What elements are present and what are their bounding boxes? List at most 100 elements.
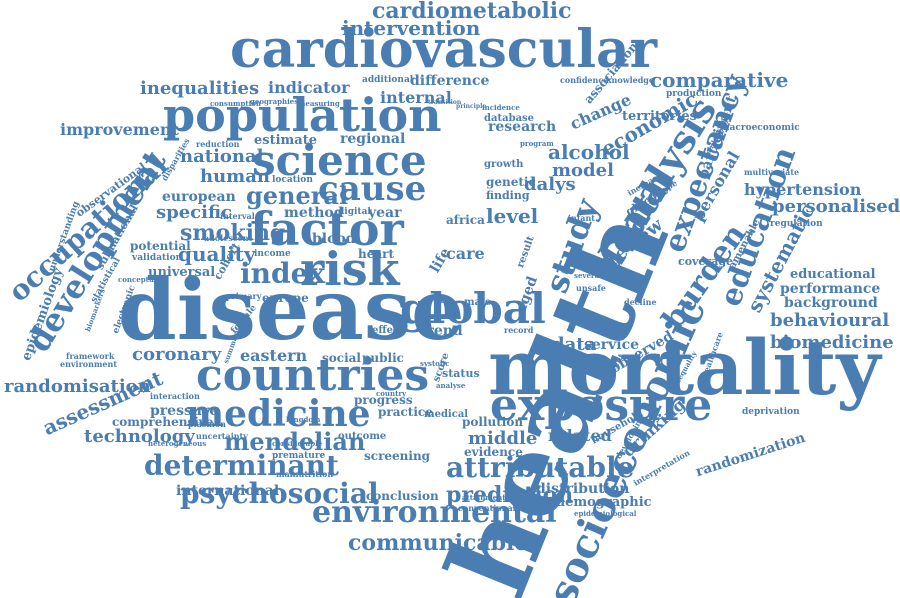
word-malnutrition: malnutrition [276,469,334,479]
word-model: model [552,160,614,181]
word-systolic: systolic [420,359,450,368]
word-country: country [376,389,407,398]
word-coronary: coronary [132,344,222,365]
word-indicator: indicator [268,78,350,97]
word-database: database [484,113,535,124]
word-potential: potential [130,239,191,253]
word-method: method [284,205,344,221]
word-background: background [784,295,878,311]
word-hypertension: hypertension [744,180,862,199]
word-universal: universal [148,265,216,280]
word-primary: primary [226,291,262,301]
word-record: record [504,325,534,335]
word-global: global [400,284,546,333]
word-decline: decline [624,297,657,307]
word-knowledge: knowledge [606,75,654,85]
word-production: production [666,89,722,99]
word-medical: medical [424,409,469,420]
word-macroeconomic: macroeconomic [720,123,800,133]
word-trend: trend [420,323,463,339]
word-africa: africa [446,213,485,227]
word-territories: territories [622,109,697,124]
word-smoking: smoking [180,220,286,246]
word-year: year [368,205,402,221]
word-general: general [246,181,349,210]
word-estimate: estimate [254,133,317,148]
word-pressure: pressure [150,403,219,419]
word-finding: finding [486,189,530,202]
word-infant: infant [568,213,595,223]
word-service: service [584,337,640,353]
word-care: care [446,244,485,263]
word-mortality: mortality [488,323,881,412]
word-european: european [162,189,236,205]
word-rate: rate [428,295,451,306]
word-determinant: determinant [144,449,339,482]
word-international: international [176,483,280,499]
word-regional: regional [340,131,406,147]
word-europe: europe [262,291,309,305]
word-interaction: interaction [150,391,200,401]
word-middle: middle [468,428,538,449]
word-quality: quality [178,242,256,266]
word-randomization: randomization [693,429,808,481]
word-principle: principle [456,103,487,110]
word-male: male [464,297,492,308]
word-intervention: intervention [342,16,481,40]
word-disease: disease [118,260,465,359]
word-comprehensive: comprehensive [112,415,214,429]
word-reduction: reduction [196,139,240,149]
word-adolescent: adolescent [204,233,253,243]
word-distribution: distribution [536,481,630,497]
word-transition: transition [428,99,462,106]
word-national: national [180,146,264,167]
word-data: data [552,334,597,355]
word-coverage: coverage [678,255,734,268]
word-pollution: pollution [462,415,524,429]
word-difference: difference [410,73,490,89]
word-analyse: analyse [436,381,466,390]
word-cardiometabolic: cardiometabolic [372,0,572,24]
word-risk: risk [300,242,400,296]
word-randomisation: randomisation [4,376,151,397]
word-eastern: eastern [240,346,308,365]
word-deprivation: deprivation [742,407,800,417]
word-status: status [442,367,480,380]
word-unsafe: unsafe [576,283,606,293]
word-science: science [252,136,427,185]
word-prediction: prediction [446,482,574,508]
word-conventional: conventional [458,503,516,513]
word-regulation: regulation [770,219,823,229]
word-heart: heart [358,247,394,261]
word-demographic: demographic [556,495,652,510]
word-incidence: incidence [482,103,520,112]
word-income: income [254,249,291,259]
word-conclusion: conclusion [366,489,439,503]
word-research: research [488,119,557,135]
word-index: index [240,257,326,290]
word-cardiovascular: cardiovascular [230,19,658,80]
word-dalys: dalys [524,174,576,195]
word-performance: performance [780,281,881,297]
word-blood: blood [312,231,356,247]
word-framework: framework [66,351,115,361]
word-improvement: improvement [60,120,179,139]
word-multivariate: multivariate [744,167,800,177]
word-human: human [200,166,270,187]
word-validation: validation [132,253,183,263]
word-practice: practice [378,405,433,419]
word-cause: cause [318,169,427,209]
word-result: result [515,234,537,270]
word-consumption: consumption [210,99,262,108]
word-confidence: confidence [560,75,609,85]
word-epidemiological: epidemiological [574,509,637,518]
word-environmental: environmental [312,495,557,530]
word-public: public [362,351,404,365]
word-inequalities: inequalities [140,78,260,99]
word-communicable: communicable [348,530,529,556]
word-effect: effect [372,325,404,336]
word-medicine: medicine [186,393,371,435]
word-additional: additional [362,75,414,85]
word-internal: internal [380,88,452,107]
